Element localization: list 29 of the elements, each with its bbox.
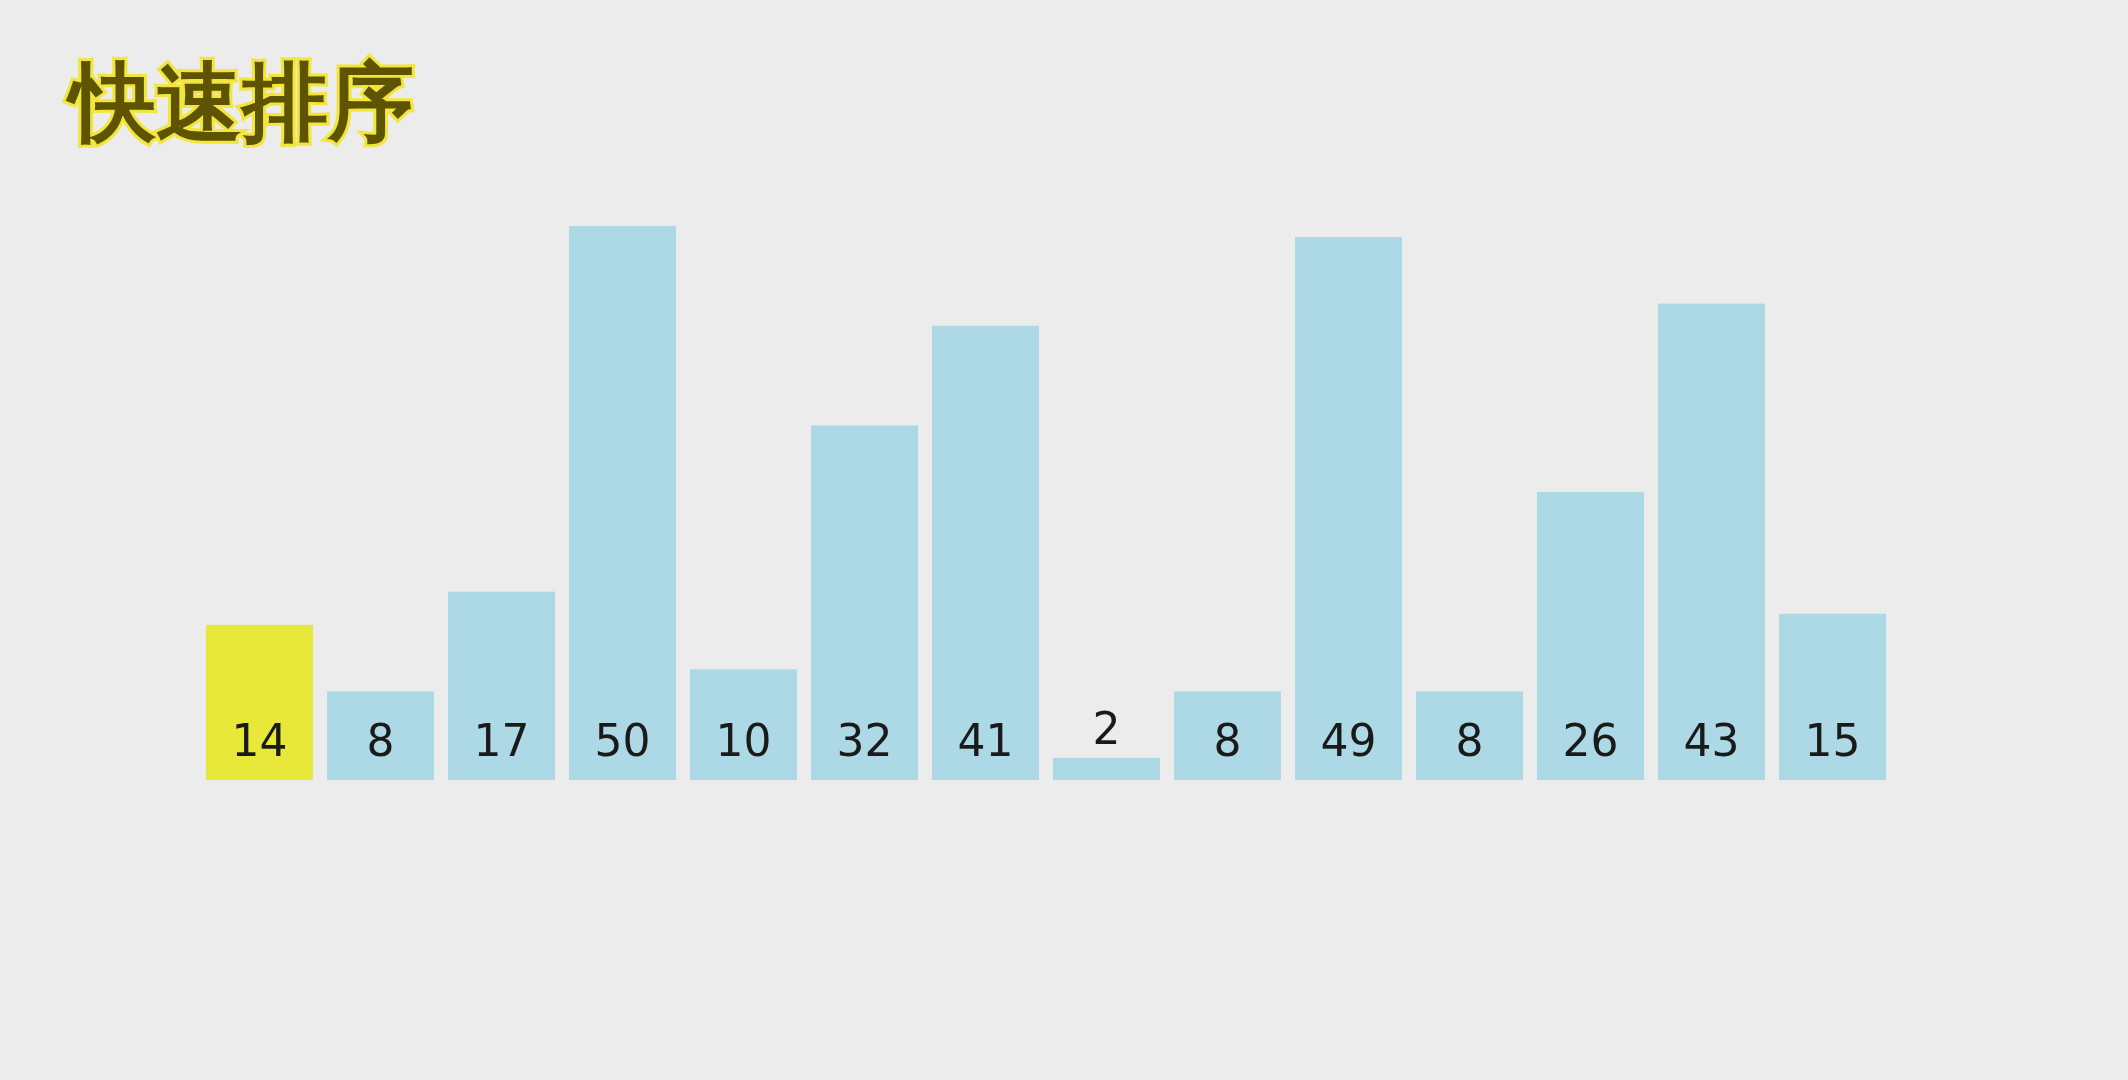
bar <box>448 591 555 780</box>
data-label: 10 <box>715 715 772 766</box>
bar <box>932 325 1039 780</box>
bar <box>1174 691 1281 780</box>
bar <box>327 691 434 780</box>
bar <box>1416 691 1523 780</box>
data-label: 14 <box>231 715 288 766</box>
bar <box>1658 303 1765 780</box>
data-label: 50 <box>594 715 651 766</box>
data-label: 2 <box>1092 702 1121 754</box>
data-label: 8 <box>1213 715 1242 766</box>
data-label: 26 <box>1562 715 1619 766</box>
chart-title: 快速排序 <box>65 52 414 152</box>
bar <box>1295 237 1402 780</box>
bar <box>569 226 676 780</box>
bar <box>206 624 313 780</box>
bar <box>1053 757 1160 780</box>
data-label: 41 <box>957 715 1014 766</box>
bar <box>1537 491 1644 780</box>
data-label: 43 <box>1683 715 1740 766</box>
bar <box>811 425 918 780</box>
data-label: 32 <box>836 715 893 766</box>
data-label: 17 <box>473 715 530 766</box>
bar <box>690 669 797 780</box>
bar <box>1779 613 1886 780</box>
data-label: 15 <box>1804 715 1861 766</box>
data-label: 8 <box>366 715 395 766</box>
data-label: 8 <box>1455 715 1484 766</box>
data-label: 49 <box>1320 715 1377 766</box>
